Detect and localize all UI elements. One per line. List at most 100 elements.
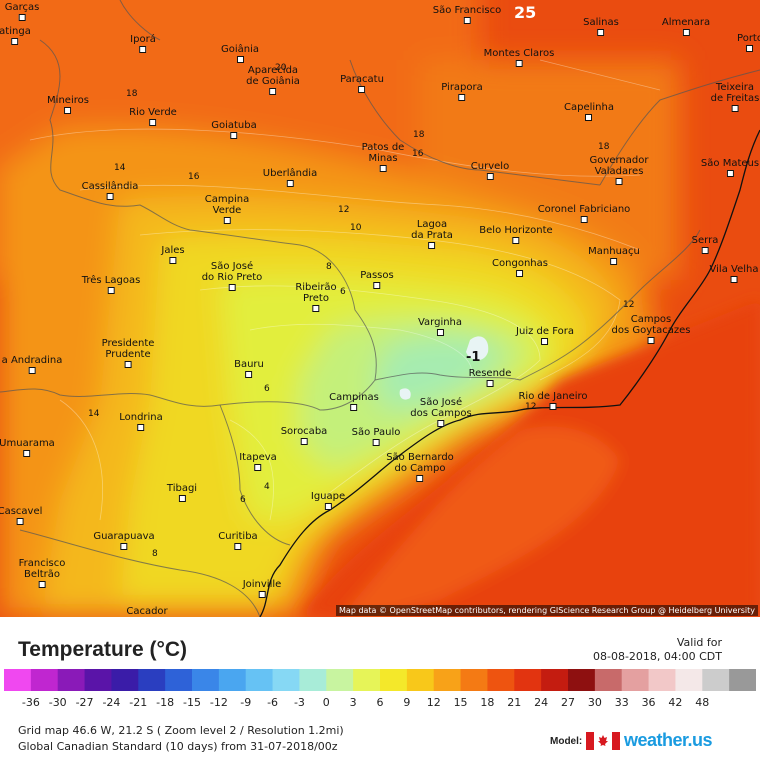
city-marker-icon: [124, 361, 132, 368]
city-name: Patos de: [361, 142, 405, 153]
city-name: Paracatu: [340, 74, 384, 85]
city-name: de Freitas: [710, 93, 760, 104]
city-label: Sorocaba: [280, 426, 328, 445]
city-marker-icon: [228, 284, 236, 291]
city-name: Governador: [589, 155, 649, 166]
scale-swatch: [648, 669, 676, 691]
city-name: Mineiros: [47, 95, 89, 106]
isotherm-value: 18: [598, 142, 610, 152]
city-label: São José do Rio Preto: [202, 261, 262, 291]
isotherm-value: 14: [88, 409, 100, 419]
isotherm-value: 18: [126, 89, 138, 99]
city-label: Passos: [360, 270, 394, 289]
city-label: Presidente Prudente: [101, 338, 155, 368]
city-label: Iporá: [130, 34, 156, 53]
city-marker-icon: [350, 404, 358, 411]
city-name: Cascavel: [0, 506, 43, 517]
city-name: Manhuaçu: [588, 246, 640, 257]
city-name: do Campo: [394, 463, 446, 474]
scale-swatch: [165, 669, 193, 691]
city-label: Ribeirão Preto: [295, 282, 337, 312]
isotherm-value: 6: [240, 495, 246, 505]
city-marker-icon: [245, 371, 253, 378]
city-marker-icon: [436, 329, 444, 336]
city-name: Rio de Janeiro: [518, 391, 588, 402]
city-label: Bauru: [234, 359, 264, 378]
city-name: Guarapuava: [93, 531, 155, 542]
city-label: São Francisco: [433, 5, 501, 24]
brand-logo[interactable]: weather.us: [624, 730, 713, 750]
city-label: Tibagi: [167, 483, 197, 502]
city-marker-icon: [16, 518, 24, 525]
isotherm-value: 16: [412, 149, 424, 159]
scale-swatch: [541, 669, 569, 691]
scale-swatch: [138, 669, 166, 691]
city-marker-icon: [28, 367, 36, 374]
city-name: Passos: [360, 270, 394, 281]
scale-swatch: [702, 669, 730, 691]
city-label: Resende: [468, 368, 512, 387]
city-marker-icon: [373, 282, 381, 289]
city-label: Capelinha: [564, 102, 614, 121]
city-name: Francisco: [18, 558, 66, 569]
city-marker-icon: [416, 475, 424, 482]
scale-swatch: [594, 669, 623, 691]
city-name: Joinville: [242, 579, 282, 590]
city-label: a Andradina: [2, 355, 62, 374]
city-label: Rio de Janeiro: [518, 391, 588, 410]
city-name: Iporá: [130, 34, 156, 45]
city-marker-icon: [549, 403, 557, 410]
city-label: Cacador: [126, 606, 167, 617]
valid-datetime: 08-08-2018, 04:00 CDT: [593, 650, 722, 663]
scale-swatch: [4, 669, 32, 691]
city-label: Paracatu: [340, 74, 384, 93]
city-marker-icon: [38, 581, 46, 588]
city-name: Teixeira: [715, 82, 755, 93]
city-name: Capelinha: [564, 102, 614, 113]
scale-swatch: [84, 669, 112, 691]
scale-tick-label: 36: [641, 696, 656, 709]
temperature-map[interactable]: 25 -1 Garças atinga Iporá Goiânia Aparecida d…: [0, 0, 760, 617]
city-marker-icon: [254, 464, 262, 471]
city-marker-icon: [149, 119, 157, 126]
city-label: Itapeva: [239, 452, 277, 471]
brand-area[interactable]: Model: weather.us: [550, 730, 750, 754]
city-name: dos Goytacazes: [611, 325, 691, 336]
scale-tick-label: 48: [695, 696, 710, 709]
city-name: Resende: [468, 368, 512, 379]
city-name: Campina: [204, 194, 250, 205]
city-label: Jales: [161, 245, 185, 264]
scale-tick-label: 15: [453, 696, 468, 709]
scale-swatch: [621, 669, 650, 691]
city-name: Umuarama: [0, 438, 55, 449]
city-label: Goiatuba: [211, 120, 257, 139]
city-label: Três Lagoas: [82, 275, 140, 294]
scale-tick-label: -36: [21, 696, 40, 709]
scale-tick-label: -30: [48, 696, 67, 709]
city-label: Congonhas: [492, 258, 548, 277]
city-label: Umuarama: [0, 438, 55, 457]
city-name: Campinas: [329, 392, 379, 403]
city-name: Varginha: [417, 317, 463, 328]
isotherm-value: 18: [413, 130, 425, 140]
scale-tick-label: -18: [156, 696, 175, 709]
city-marker-icon: [137, 424, 145, 431]
valid-label: Valid for: [676, 636, 722, 649]
scale-tick-label: -6: [267, 696, 279, 709]
city-label: Campos dos Goytacazes: [611, 314, 691, 344]
city-marker-icon: [178, 495, 186, 502]
city-name: Presidente: [101, 338, 155, 349]
city-name: Juiz de Fora: [516, 326, 574, 337]
city-label: Rio Verde: [129, 107, 177, 126]
scale-tick-label: 24: [534, 696, 549, 709]
city-label: Governador Valadares: [589, 155, 649, 185]
city-name: Goiânia: [220, 44, 260, 55]
city-name: Sorocaba: [280, 426, 328, 437]
map-attribution[interactable]: Map data © OpenStreetMap contributors, r…: [336, 605, 758, 616]
city-marker-icon: [731, 105, 739, 112]
scale-tick-label: 18: [480, 696, 495, 709]
scale-tick-label: -21: [129, 696, 148, 709]
isotherm-value: 8: [326, 262, 332, 272]
scale-swatch: [30, 669, 59, 691]
city-marker-icon: [223, 217, 231, 224]
